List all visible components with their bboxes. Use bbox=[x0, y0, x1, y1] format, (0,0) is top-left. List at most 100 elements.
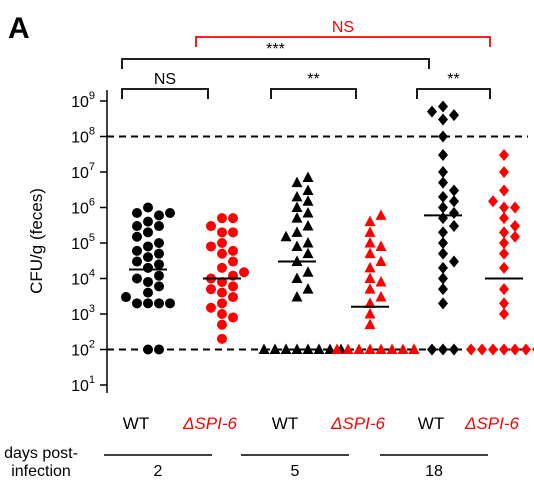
data-point bbox=[499, 308, 509, 320]
data-point bbox=[375, 255, 387, 267]
day-label: 18 bbox=[425, 463, 443, 480]
significance-label: ** bbox=[307, 71, 319, 88]
data-point bbox=[228, 245, 238, 256]
significance-bracket bbox=[121, 88, 209, 99]
data-point bbox=[438, 176, 448, 189]
data-point bbox=[449, 195, 459, 208]
data-point bbox=[488, 343, 498, 356]
data-point bbox=[364, 318, 376, 330]
data-point bbox=[291, 291, 303, 302]
data-point bbox=[132, 273, 142, 284]
data-point bbox=[143, 227, 153, 238]
data-point bbox=[217, 248, 227, 259]
data-point bbox=[143, 241, 153, 252]
data-point bbox=[154, 344, 164, 355]
data-point bbox=[143, 262, 153, 273]
data-point bbox=[132, 221, 142, 232]
data-point bbox=[438, 343, 448, 356]
data-point bbox=[132, 231, 142, 242]
data-point bbox=[397, 343, 409, 354]
data-point bbox=[291, 176, 303, 188]
data-point bbox=[499, 343, 509, 356]
data-point bbox=[342, 343, 354, 354]
data-point bbox=[206, 284, 216, 295]
data-point bbox=[331, 343, 343, 354]
data-point bbox=[499, 166, 509, 178]
median-lines bbox=[129, 214, 523, 308]
data-points bbox=[121, 100, 534, 356]
data-point bbox=[386, 343, 398, 354]
y-tick-label: 106 bbox=[71, 197, 95, 218]
data-point bbox=[438, 272, 448, 285]
data-point bbox=[499, 201, 509, 214]
data-point bbox=[438, 113, 448, 126]
data-point bbox=[438, 237, 448, 249]
days-label-line1: days post- bbox=[4, 445, 78, 462]
x-category-label: ΔSPI-6 bbox=[464, 414, 519, 433]
data-point bbox=[302, 266, 314, 277]
data-point bbox=[499, 247, 509, 260]
significance-label: *** bbox=[266, 41, 285, 58]
data-point bbox=[364, 237, 376, 248]
data-point bbox=[280, 230, 292, 242]
data-point bbox=[466, 343, 476, 356]
y-tick-label: 101 bbox=[71, 374, 95, 395]
day-label: 2 bbox=[154, 463, 163, 480]
data-point bbox=[154, 238, 164, 248]
data-point bbox=[375, 209, 387, 220]
data-point bbox=[280, 343, 292, 354]
data-point bbox=[228, 281, 238, 292]
data-point bbox=[228, 213, 238, 224]
y-tick-label: 104 bbox=[71, 268, 95, 289]
data-point bbox=[438, 226, 448, 239]
data-point bbox=[217, 227, 227, 238]
data-point bbox=[499, 184, 509, 197]
data-point bbox=[438, 190, 448, 203]
data-point bbox=[499, 283, 509, 296]
data-point bbox=[427, 343, 437, 356]
data-point bbox=[364, 215, 376, 227]
data-point bbox=[228, 227, 238, 238]
data-point bbox=[143, 276, 153, 287]
data-point bbox=[499, 237, 509, 249]
data-point bbox=[206, 302, 216, 313]
data-point bbox=[477, 343, 487, 356]
x-category-label: WT bbox=[272, 414, 298, 433]
data-point bbox=[438, 283, 448, 296]
data-point bbox=[364, 297, 376, 308]
data-point bbox=[239, 267, 249, 278]
y-tick-label: 102 bbox=[71, 339, 95, 360]
data-point bbox=[154, 298, 164, 309]
data-point bbox=[499, 297, 509, 310]
data-point bbox=[438, 212, 448, 225]
data-point bbox=[302, 343, 314, 354]
data-point bbox=[364, 308, 376, 319]
data-point bbox=[364, 272, 376, 283]
data-point bbox=[217, 298, 227, 309]
day-groups: 2 5 18 bbox=[104, 454, 488, 480]
data-point bbox=[132, 245, 142, 256]
data-point bbox=[510, 230, 520, 243]
y-tick-label: 108 bbox=[71, 126, 95, 147]
data-point bbox=[228, 312, 238, 323]
data-point bbox=[291, 201, 303, 212]
data-point bbox=[375, 291, 387, 302]
y-tick-label: 103 bbox=[71, 303, 95, 324]
data-point bbox=[375, 275, 387, 287]
data-point bbox=[510, 220, 520, 233]
data-point bbox=[206, 241, 216, 252]
data-point bbox=[291, 226, 303, 237]
data-point bbox=[291, 343, 303, 354]
significance-bracket bbox=[121, 58, 430, 69]
data-point bbox=[499, 226, 509, 239]
data-point bbox=[375, 343, 387, 354]
data-point bbox=[438, 201, 448, 214]
data-point bbox=[217, 309, 227, 319]
significance-bracket bbox=[270, 88, 357, 99]
data-point bbox=[302, 283, 314, 294]
data-point bbox=[408, 343, 420, 354]
y-tick-label: 109 bbox=[71, 90, 95, 111]
data-point bbox=[143, 252, 153, 263]
data-point bbox=[291, 240, 303, 251]
